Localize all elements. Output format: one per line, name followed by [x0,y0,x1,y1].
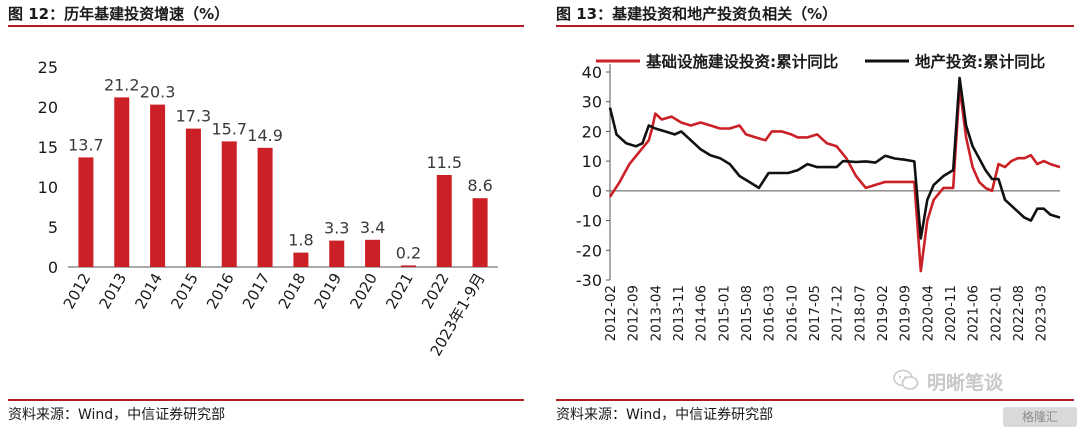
line-x-tick-label: 2022-01 [988,285,1004,341]
left-figure-title: 图 12：历年基建投资增速（%） [8,5,230,23]
line-x-tick-label: 2018-07 [852,285,868,341]
bar-y-tick-label: 0 [48,258,58,277]
left-source-note: 资料来源：Wind，中信证券研究部 [8,407,226,423]
bar-x-tick-label: 2017 [239,270,274,312]
wechat-icon [893,369,919,390]
line-x-tick-label: 2013-04 [648,285,664,341]
line-x-tick-label: 2020-11 [943,285,959,341]
right-title-rule [556,25,1074,27]
bar-x-tick-label: 2022 [418,270,453,312]
bar-x-tick-label: 2013 [96,270,131,312]
line-y-tick-label: 0 [592,182,602,201]
right-source-rule [556,399,1074,401]
series-line-real-estate [608,76,1061,240]
line-y-tick-label: -30 [576,271,602,290]
bar-x-tick-label: 2015 [167,270,202,312]
line-x-tick-label: 2023-03 [1034,285,1050,341]
bar-y-tick-label: 15 [38,138,58,157]
right-figure-title: 图 13：基建投资和地产投资负相关（%） [556,5,838,23]
line-x-tick-label: 2019-02 [875,285,891,341]
bar [257,147,273,267]
line-y-tick-label: 20 [582,122,602,141]
bar-value-label: 0.2 [396,243,421,262]
bar-value-label: 15.7 [211,119,247,138]
watermark-text: 明晰笔谈 [927,372,1004,394]
bar [293,252,309,267]
bar [365,239,381,267]
bar-x-tick-label: 2016 [203,270,238,312]
line-x-tick-label: 2019-09 [898,285,914,341]
line-x-tick-label: 2012-09 [626,285,642,341]
line-x-tick-label: 2014-06 [694,285,710,341]
legend-label: 地产投资:累计同比 [915,52,1045,71]
line-y-tick-label: 30 [582,93,602,112]
right-chart-panel: 图 13：基建投资和地产投资负相关（%） -30 -20 -10 0 10 20 30 40 2… [548,0,1080,431]
left-title-rule [8,25,524,27]
line-y-tick-label: -20 [576,241,602,260]
bar [78,157,94,267]
series-line-infrastructure [608,85,1061,273]
bar-y-tick-label: 25 [38,58,58,77]
line-x-tick-label: 2015-01 [716,285,732,341]
bar-value-label: 17.3 [176,107,212,126]
line-x-tick-label: 2017-12 [830,285,846,341]
line-x-tick-label: 2012-02 [603,285,619,341]
bar [150,104,166,267]
line-chart: -30 -20 -10 0 10 20 30 40 2012-02 2012-09 2013-04 2… [576,52,1061,341]
line-x-tick-label: 2022-08 [1011,285,1027,341]
line-x-tick-label: 2020-04 [920,285,936,341]
bar-x-tick-label: 2019 [311,270,346,312]
bar-x-tick-label: 2012 [60,270,95,312]
bar-value-label: 21.2 [104,75,140,94]
right-source-note: 资料来源：Wind，中信证券研究部 [556,407,774,423]
bar-x-tick-label: 2014 [131,270,166,312]
bar [221,141,237,267]
bar-value-label: 11.5 [426,153,462,172]
left-source-rule [8,399,524,401]
bar-chart: 0 5 10 15 20 25 13.7 2012 21.2 2013 20.3 2014 17.3 20… [38,58,498,359]
line-x-tick-label: 2021-06 [966,285,982,341]
line-x-tick-label: 2016-10 [784,285,800,341]
line-y-tick-label: -10 [576,212,602,231]
bar-value-label: 1.8 [288,231,313,250]
bar-y-tick-label: 20 [38,98,58,117]
bar-y-tick-label: 10 [38,178,58,197]
corner-watermark: 格隆汇 [1003,407,1077,427]
bar-value-label: 8.6 [467,176,492,195]
bar-x-tick-label: 2020 [346,270,381,312]
bar [114,97,130,268]
line-y-tick-label: 10 [582,152,602,171]
line-y-tick-label: 40 [582,63,602,82]
bar [472,198,488,267]
line-x-tick-label: 2017-05 [807,285,823,341]
bar-x-tick-label: 2018 [275,270,310,312]
bar-value-label: 3.3 [324,219,349,238]
bar-x-tick-label: 2021 [382,270,417,312]
bar-y-tick-label: 5 [48,218,58,237]
line-x-tick-label: 2015-08 [739,285,755,341]
bar-value-label: 3.4 [360,218,385,237]
bar [185,128,201,267]
bar-value-label: 13.7 [68,135,104,154]
bar-value-label: 20.3 [140,83,176,102]
line-x-tick-label: 2013-11 [671,285,687,341]
bar-value-label: 14.9 [247,126,283,145]
line-x-tick-label: 2016-03 [762,285,778,341]
left-chart-panel: 图 12：历年基建投资增速（%） 0 5 10 15 20 25 13.7 2012 21.2 2… [0,0,530,431]
legend-label: 基础设施建设投资:累计同比 [645,52,838,71]
bar [329,240,345,267]
bar [400,265,416,267]
bar [436,175,452,267]
watermark: 明晰笔谈 [893,367,1063,395]
